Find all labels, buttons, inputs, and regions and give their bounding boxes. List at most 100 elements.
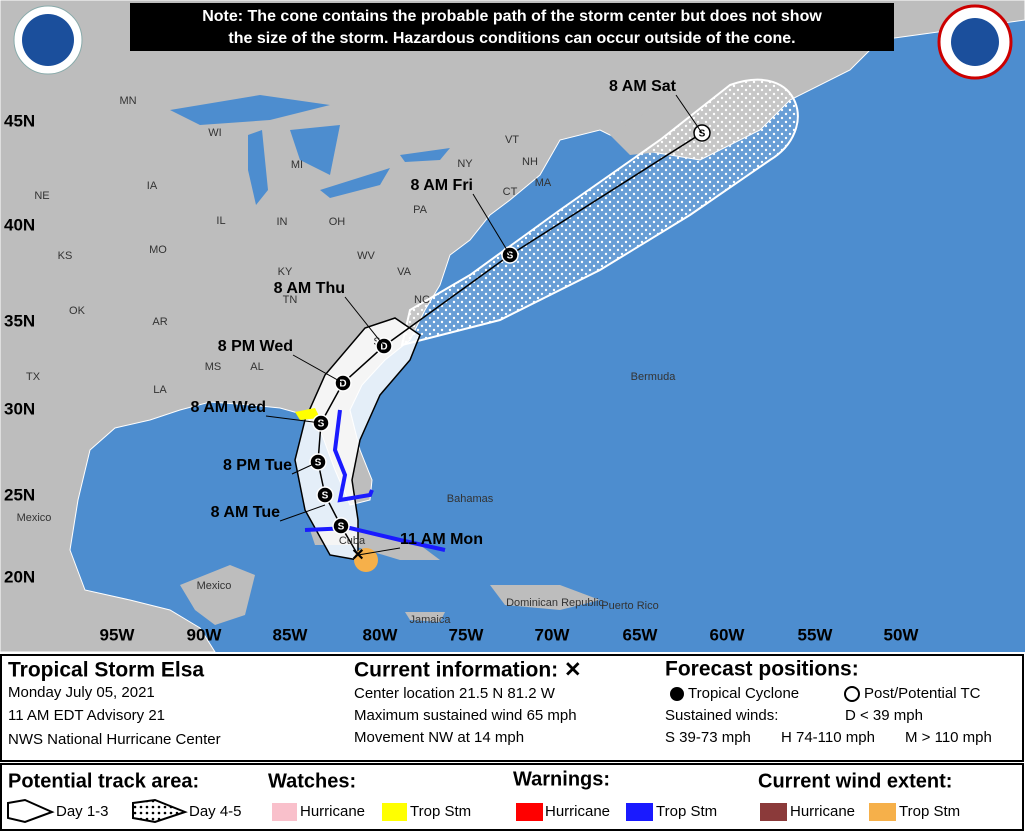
place-label: CT	[503, 186, 518, 198]
forecast-point	[316, 486, 334, 504]
forecast-label: 8 PM Wed	[218, 338, 293, 355]
ts-watch	[295, 408, 320, 420]
place-label: MS	[205, 361, 222, 373]
point-symbol: S	[507, 251, 514, 262]
ts-warning	[332, 409, 374, 503]
lat-label: 25N	[4, 485, 35, 504]
forecast-label: 8 PM Tue	[223, 457, 292, 474]
post-tc-label: Post/Potential TC	[864, 685, 981, 702]
lake-huron	[290, 125, 340, 175]
map: ✕ Note: The cone contains the probable p…	[0, 0, 1025, 653]
label-leader	[344, 296, 385, 347]
place-label: TX	[26, 371, 41, 383]
day45-label: Day 4-5	[189, 803, 242, 820]
current-position: ✕	[351, 547, 364, 564]
lake-ontario	[400, 148, 450, 162]
place-label: VT	[505, 134, 519, 146]
place-label: MA	[535, 177, 552, 189]
place-label: WV	[357, 250, 375, 262]
tc-label: Tropical Cyclone	[688, 685, 799, 702]
watch-hurricane-label: Hurricane	[300, 803, 365, 820]
forecast-label: 8 AM Sat	[609, 78, 677, 95]
location: Center location 21.5 N 81.2 W	[354, 685, 556, 702]
place-label: WI	[208, 127, 221, 139]
warn-hurricane-label: Hurricane	[545, 803, 610, 820]
jamaica-land	[405, 612, 445, 622]
cone-day-4-5	[400, 78, 799, 347]
wind-extent-title: Current wind extent:	[758, 770, 952, 792]
label-leader	[291, 461, 319, 475]
day45-icon	[132, 798, 188, 824]
label-leader	[675, 94, 703, 134]
wind-extent	[354, 548, 378, 572]
forecast-label: 11 AM Mon	[400, 531, 483, 548]
sustained-label: Sustained winds:	[665, 707, 778, 724]
center-name: NWS National Hurricane Center	[8, 731, 221, 748]
watch-hurricane-swatch	[272, 803, 297, 821]
point-symbol: S	[322, 491, 329, 502]
lon-label: 60W	[710, 625, 746, 644]
note-line: Note: The cone contains the probable pat…	[202, 8, 822, 25]
lon-label: 80W	[363, 625, 399, 644]
place-label: OK	[69, 305, 86, 317]
place-label: MI	[291, 159, 303, 171]
wind-h: H 74-110 mph	[781, 729, 875, 746]
track-title: Potential track area:	[8, 770, 199, 792]
place-label: Dominican Republic	[506, 597, 604, 609]
wind-ts-swatch	[869, 803, 896, 821]
point-symbol: S	[699, 129, 706, 140]
place-label: IL	[216, 215, 225, 227]
lat-label: 30N	[4, 399, 35, 418]
place-label: VA	[397, 266, 412, 278]
watch-ts-swatch	[382, 803, 407, 821]
lake-erie	[320, 168, 390, 198]
advisory: 11 AM EDT Advisory 21	[8, 707, 165, 724]
forecast-point	[332, 517, 350, 535]
day13-icon	[7, 798, 55, 824]
place-label: Puerto Rico	[601, 600, 658, 612]
warnings-title: Warnings:	[513, 768, 610, 790]
yucatan	[180, 565, 255, 625]
lon-label: 55W	[798, 625, 834, 644]
forecast-label: 8 AM Tue	[211, 504, 280, 521]
storm-name: Tropical Storm Elsa	[8, 659, 204, 682]
wind-m: M > 110 mph	[905, 729, 992, 746]
lake-michigan	[248, 130, 268, 205]
lon-label: 65W	[623, 625, 659, 644]
tc-icon	[670, 687, 684, 701]
nws-logo-inner	[951, 18, 999, 66]
place-label: OH	[329, 216, 346, 228]
place-label: Bermuda	[631, 371, 677, 383]
wind-hurricane-label: Hurricane	[790, 803, 855, 820]
forecast-label: 8 AM Thu	[274, 280, 345, 297]
place-label: IA	[147, 180, 158, 192]
place-label: MO	[149, 244, 167, 256]
day13-label: Day 1-3	[56, 803, 109, 820]
lon-label: 90W	[187, 625, 223, 644]
forecast-title: Forecast positions:	[665, 658, 859, 681]
lon-label: 95W	[100, 625, 136, 644]
watches-title: Watches:	[268, 770, 356, 792]
warn-ts-swatch	[626, 803, 653, 821]
ts-warning-cuba	[304, 525, 446, 552]
wind: Maximum sustained wind 65 mph	[354, 707, 577, 724]
lat-label: 40N	[4, 215, 35, 234]
post-tc-icon	[844, 686, 860, 702]
point-symbol: S	[315, 458, 322, 469]
info-box	[0, 654, 1024, 762]
point-symbol: S	[338, 522, 345, 533]
place-label: AR	[152, 316, 167, 328]
place-label: AL	[250, 361, 263, 373]
place-label: Mexico	[197, 580, 232, 592]
label-leader	[279, 504, 326, 522]
place-label: IN	[277, 216, 288, 228]
noaa-logo-inner	[22, 14, 74, 66]
place-label: Jamaica	[410, 614, 452, 626]
lat-label: 20N	[4, 567, 35, 586]
lat-label: 35N	[4, 311, 35, 330]
note-box	[130, 3, 894, 51]
point-symbol: S	[318, 419, 325, 430]
note-line: the size of the storm. Hazardous conditi…	[228, 30, 795, 47]
place-label: MN	[119, 95, 136, 107]
